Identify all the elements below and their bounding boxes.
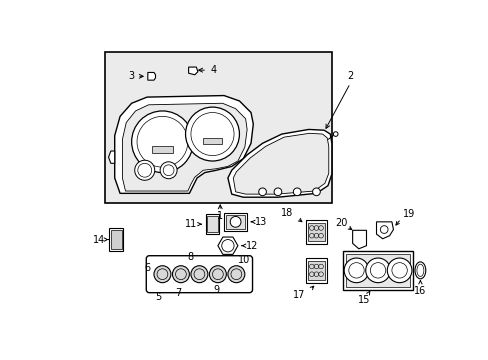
Circle shape	[190, 266, 207, 283]
Bar	[109, 228, 123, 251]
Circle shape	[185, 107, 239, 161]
Bar	[111, 230, 122, 249]
Circle shape	[209, 266, 226, 283]
Text: 6: 6	[143, 263, 150, 273]
Text: 1: 1	[217, 211, 223, 221]
Polygon shape	[233, 133, 328, 194]
Ellipse shape	[414, 262, 425, 279]
Bar	[305, 220, 326, 244]
Bar	[151, 145, 173, 153]
Polygon shape	[122, 103, 246, 191]
Text: 7: 7	[174, 288, 181, 298]
Text: 5: 5	[155, 292, 162, 302]
Text: 8: 8	[187, 252, 193, 262]
Text: 4: 4	[210, 65, 216, 75]
Text: 19: 19	[402, 209, 414, 219]
Text: 10: 10	[238, 255, 250, 265]
Polygon shape	[108, 151, 115, 163]
Bar	[343, 251, 412, 289]
Circle shape	[386, 258, 411, 283]
Circle shape	[154, 266, 171, 283]
Text: 15: 15	[357, 294, 369, 305]
Polygon shape	[188, 67, 198, 75]
Bar	[226, 215, 244, 229]
Circle shape	[344, 258, 368, 283]
Text: 18: 18	[281, 208, 293, 217]
Polygon shape	[352, 230, 366, 249]
Bar	[305, 258, 326, 283]
Circle shape	[227, 266, 244, 283]
Circle shape	[258, 188, 266, 195]
Text: 12: 12	[245, 241, 258, 251]
Circle shape	[312, 188, 320, 195]
Bar	[307, 261, 324, 280]
Text: 14: 14	[93, 235, 105, 244]
Polygon shape	[218, 237, 238, 255]
Text: 13: 13	[254, 217, 266, 227]
Polygon shape	[115, 95, 253, 193]
Circle shape	[333, 132, 337, 136]
Bar	[205, 214, 219, 234]
Text: 16: 16	[413, 286, 426, 296]
Polygon shape	[227, 130, 331, 197]
Circle shape	[365, 258, 389, 283]
Circle shape	[135, 160, 154, 180]
FancyBboxPatch shape	[146, 256, 252, 293]
Circle shape	[160, 162, 177, 179]
Circle shape	[131, 111, 193, 172]
Circle shape	[172, 266, 189, 283]
Text: 2: 2	[346, 71, 353, 81]
Bar	[207, 216, 218, 232]
Text: 20: 20	[335, 217, 347, 228]
Text: 11: 11	[184, 219, 197, 229]
Bar	[307, 222, 324, 241]
Text: 9: 9	[213, 285, 219, 294]
Text: 3: 3	[127, 71, 134, 81]
Circle shape	[274, 188, 281, 195]
Bar	[224, 213, 246, 231]
Bar	[104, 53, 331, 203]
Bar	[203, 138, 221, 144]
Text: 17: 17	[293, 290, 305, 300]
Circle shape	[230, 216, 241, 227]
Bar	[346, 254, 409, 287]
Circle shape	[293, 188, 301, 195]
Polygon shape	[376, 222, 393, 239]
Polygon shape	[147, 72, 155, 80]
